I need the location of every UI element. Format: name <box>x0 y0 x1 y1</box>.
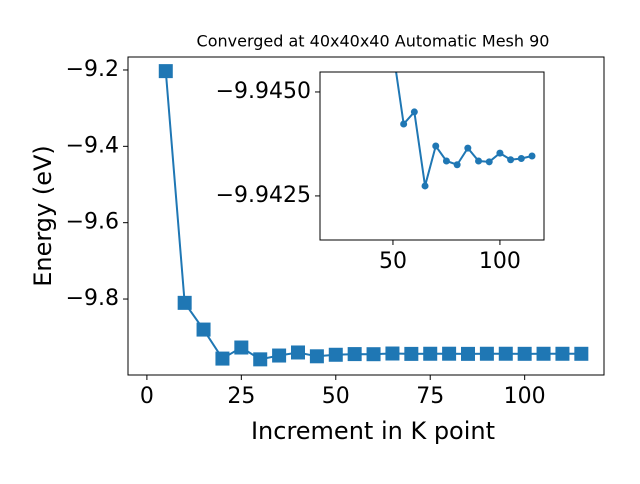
y-tick-label: −9.2 <box>66 57 119 82</box>
y-tick-label: −9.9425 <box>216 183 311 208</box>
marker <box>291 345 305 360</box>
y-tick-label: −9.8 <box>66 286 119 311</box>
y-tick-label: −9.4 <box>66 133 119 158</box>
marker <box>234 340 249 355</box>
marker <box>404 346 419 361</box>
marker <box>574 346 589 361</box>
axes-frame <box>319 71 545 241</box>
x-tick-label: 50 <box>322 384 350 409</box>
y-tick-label: −9.9450 <box>216 79 311 104</box>
axes: 50 100 −9.9450 −9.9425 <box>216 71 545 274</box>
plot-area <box>158 64 589 367</box>
marker <box>215 351 230 366</box>
marker <box>366 347 381 362</box>
marker <box>347 347 362 362</box>
y-tick-label: −9.6 <box>66 210 119 235</box>
axes-background <box>320 72 544 240</box>
marker <box>498 346 513 361</box>
marker <box>196 322 211 337</box>
marker <box>253 352 268 367</box>
marker <box>432 142 440 150</box>
marker <box>442 346 457 361</box>
x-tick-label: 50 <box>379 249 407 274</box>
marker <box>517 154 525 162</box>
marker <box>423 346 438 361</box>
marker <box>496 149 504 157</box>
chart-title: Converged at 40x40x40 Automatic Mesh 90 <box>197 32 550 51</box>
axes-frame <box>127 56 605 376</box>
marker <box>528 152 536 160</box>
marker <box>309 349 324 364</box>
marker <box>442 157 450 165</box>
marker <box>517 346 532 361</box>
x-tick-label: 0 <box>140 384 154 409</box>
plot-area <box>395 72 536 190</box>
marker <box>461 346 475 361</box>
marker <box>385 346 400 361</box>
marker <box>410 108 418 116</box>
marker <box>536 346 551 361</box>
marker <box>453 161 461 169</box>
x-tick-label: 75 <box>416 384 444 409</box>
marker <box>158 64 173 79</box>
x-tick-label: 100 <box>479 249 521 274</box>
x-axis-label: Increment in K point <box>251 417 495 445</box>
marker <box>177 295 192 310</box>
marker <box>328 347 343 362</box>
x-tick-label: 25 <box>227 384 255 409</box>
x-tick-label: 100 <box>504 384 546 409</box>
y-axis-label: Energy (eV) <box>29 145 57 287</box>
marker <box>400 120 408 128</box>
marker <box>272 348 287 363</box>
marker <box>485 158 493 166</box>
marker <box>475 157 483 165</box>
marker <box>555 346 570 361</box>
marker <box>421 182 429 190</box>
marker <box>479 346 494 361</box>
marker <box>464 144 472 152</box>
marker <box>507 156 515 164</box>
